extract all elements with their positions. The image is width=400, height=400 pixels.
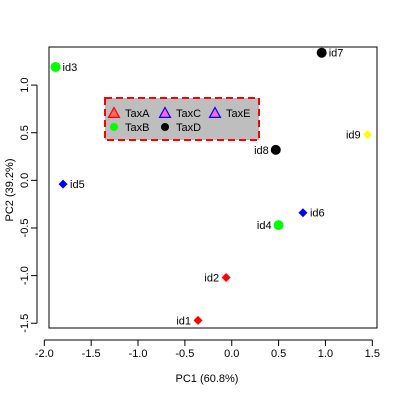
legend-label: TaxD [176, 122, 201, 134]
point-label: id1 [176, 315, 191, 327]
legend-marker [158, 106, 172, 119]
point-label: id2 [204, 273, 219, 285]
y-tick-label: 0.0 [19, 173, 31, 188]
y-tick-label: 0.5 [19, 125, 31, 140]
point-label: id7 [329, 48, 344, 60]
y-tick-label: -1.0 [19, 266, 31, 285]
legend-box [104, 97, 260, 141]
legend-label: TaxB [125, 122, 149, 134]
y-axis-title: PC2 (39.2%) [4, 159, 16, 222]
x-tick-label: -1.5 [82, 348, 101, 360]
point-label: id4 [257, 220, 272, 232]
y-tick-label: -1.5 [19, 314, 31, 333]
data-point [273, 220, 284, 231]
data-point [316, 47, 327, 58]
x-tick-label: 0.0 [224, 348, 239, 360]
legend-marker [161, 123, 169, 131]
x-axis-title: PC1 (60.8%) [176, 373, 239, 385]
legend-label: TaxC [176, 108, 201, 120]
data-point [50, 62, 61, 73]
y-tick-label: 1.0 [19, 77, 31, 92]
point-label: id6 [310, 208, 325, 220]
data-point [221, 273, 231, 283]
point-label: id9 [346, 130, 361, 142]
data-point [270, 144, 281, 155]
point-label: id3 [63, 62, 78, 74]
x-tick-label: 1.5 [365, 348, 380, 360]
legend-marker [110, 123, 118, 131]
point-label: id8 [254, 145, 269, 157]
legend-label: TaxE [226, 108, 250, 120]
legend-marker [208, 106, 222, 119]
data-point [58, 179, 68, 189]
x-tick-label: 0.5 [271, 348, 286, 360]
x-tick-label: -0.5 [175, 348, 194, 360]
point-label: id5 [70, 179, 85, 191]
x-tick-label: 1.0 [318, 348, 333, 360]
data-point [193, 315, 203, 325]
data-point [298, 208, 308, 218]
plot-area: -2.0 -1.5 -1.0 -0.5 0.0 0.5 1.0 1.5 -1.5 -1.0 -0.5… [19, 46, 380, 360]
y-tick-label: -0.5 [19, 218, 31, 237]
data-point [363, 130, 373, 140]
plot-frame [48, 46, 378, 329]
x-tick-label: -2.0 [35, 348, 54, 360]
x-tick-label: -1.0 [129, 348, 148, 360]
legend-label: TaxA [125, 108, 150, 120]
legend-marker [107, 106, 121, 119]
